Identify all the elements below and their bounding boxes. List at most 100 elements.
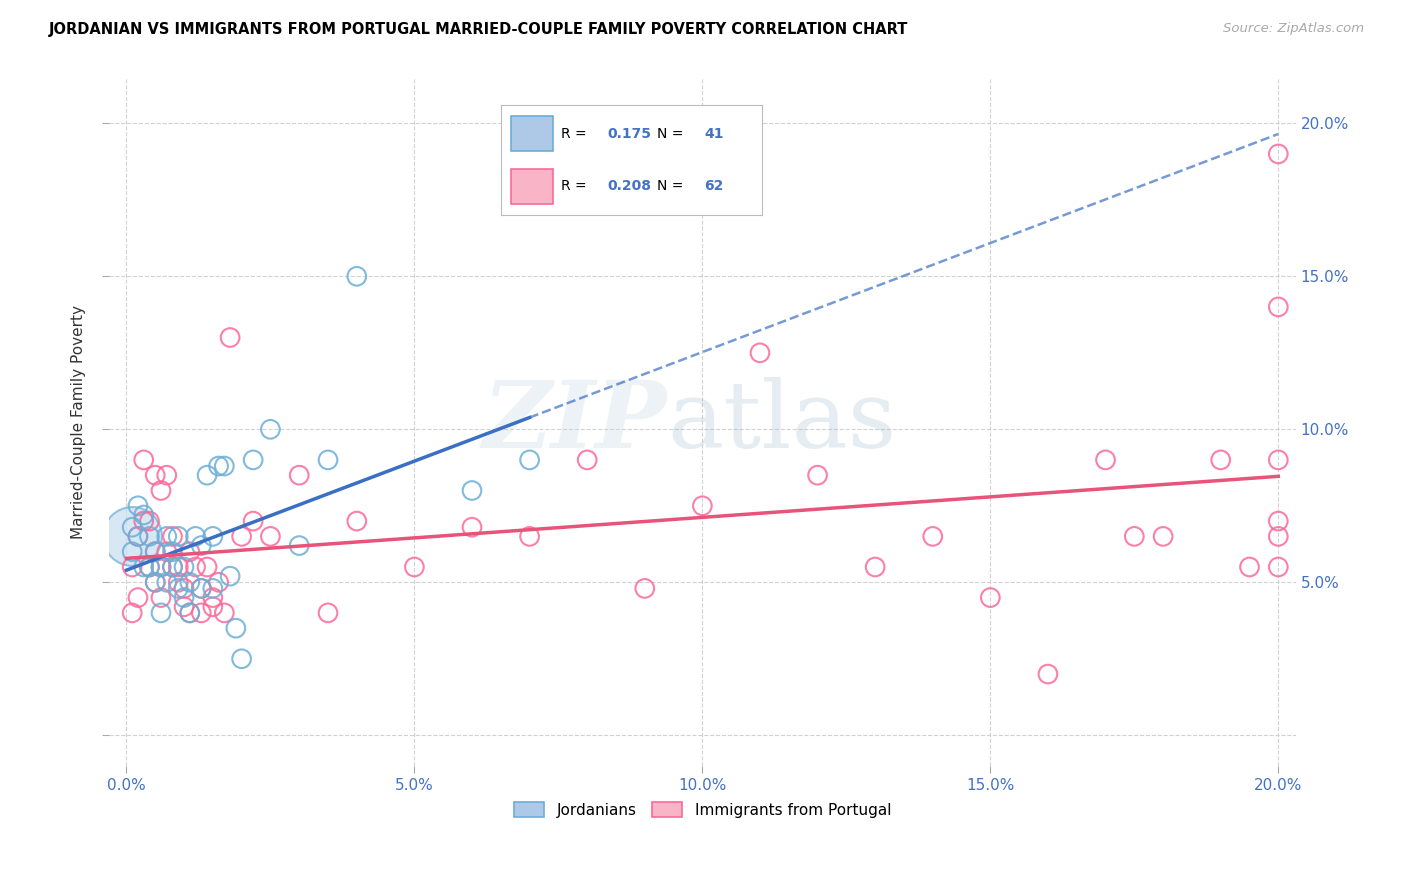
Point	[121, 529, 143, 543]
Point	[225, 621, 247, 635]
Point	[231, 652, 253, 666]
Point	[156, 529, 179, 543]
Point	[1094, 453, 1116, 467]
Point	[143, 575, 166, 590]
Point	[179, 606, 201, 620]
Point	[316, 453, 339, 467]
Point	[749, 346, 772, 360]
Point	[143, 575, 166, 590]
Point	[979, 591, 1001, 605]
Text: atlas: atlas	[666, 376, 896, 467]
Point	[150, 591, 173, 605]
Point	[190, 582, 212, 596]
Point	[1123, 529, 1146, 543]
Text: Source: ZipAtlas.com: Source: ZipAtlas.com	[1223, 22, 1364, 36]
Point	[692, 499, 714, 513]
Point	[143, 544, 166, 558]
Point	[921, 529, 943, 543]
Point	[863, 560, 886, 574]
Point	[184, 560, 207, 574]
Point	[132, 560, 155, 574]
Point	[1036, 667, 1059, 681]
Point	[167, 582, 190, 596]
Point	[195, 468, 218, 483]
Point	[173, 560, 195, 574]
Point	[201, 599, 224, 614]
Point	[806, 468, 828, 483]
Point	[346, 514, 368, 528]
Text: JORDANIAN VS IMMIGRANTS FROM PORTUGAL MARRIED-COUPLE FAMILY POVERTY CORRELATION : JORDANIAN VS IMMIGRANTS FROM PORTUGAL MA…	[49, 22, 908, 37]
Point	[162, 560, 184, 574]
Point	[1267, 147, 1289, 161]
Point	[121, 606, 143, 620]
Point	[162, 544, 184, 558]
Point	[461, 483, 484, 498]
Point	[316, 606, 339, 620]
Point	[404, 560, 426, 574]
Point	[121, 544, 143, 558]
Point	[132, 514, 155, 528]
Point	[190, 582, 212, 596]
Point	[143, 468, 166, 483]
Point	[259, 422, 281, 436]
Point	[214, 606, 236, 620]
Point	[138, 560, 160, 574]
Point	[179, 544, 201, 558]
Point	[207, 575, 229, 590]
Point	[184, 529, 207, 543]
Point	[127, 529, 149, 543]
Point	[1267, 514, 1289, 528]
Point	[1267, 300, 1289, 314]
Point	[461, 520, 484, 534]
Point	[132, 508, 155, 522]
Point	[1239, 560, 1261, 574]
Point	[150, 483, 173, 498]
Point	[173, 582, 195, 596]
Point	[634, 582, 657, 596]
Point	[179, 606, 201, 620]
Point	[288, 468, 311, 483]
Point	[167, 529, 190, 543]
Point	[1152, 529, 1174, 543]
Point	[162, 529, 184, 543]
Point	[346, 269, 368, 284]
Point	[121, 560, 143, 574]
Point	[121, 520, 143, 534]
Text: ZIP: ZIP	[482, 376, 666, 467]
Point	[259, 529, 281, 543]
Point	[576, 453, 599, 467]
Point	[127, 499, 149, 513]
Point	[179, 575, 201, 590]
Point	[214, 458, 236, 473]
Point	[156, 544, 179, 558]
Point	[1209, 453, 1232, 467]
Point	[1267, 529, 1289, 543]
Point	[201, 582, 224, 596]
Point	[143, 544, 166, 558]
Point	[127, 529, 149, 543]
Point	[156, 575, 179, 590]
Point	[288, 539, 311, 553]
Point	[173, 599, 195, 614]
Point	[138, 514, 160, 528]
Point	[1267, 453, 1289, 467]
Point	[519, 529, 541, 543]
Point	[201, 529, 224, 543]
Point	[150, 560, 173, 574]
Point	[219, 330, 242, 344]
Point	[156, 468, 179, 483]
Point	[207, 458, 229, 473]
Legend: Jordanians, Immigrants from Portugal: Jordanians, Immigrants from Portugal	[508, 796, 897, 823]
Point	[132, 453, 155, 467]
Point	[242, 453, 264, 467]
Point	[190, 539, 212, 553]
Point	[195, 560, 218, 574]
Point	[138, 560, 160, 574]
Point	[167, 560, 190, 574]
Point	[173, 591, 195, 605]
Point	[162, 560, 184, 574]
Point	[219, 569, 242, 583]
Y-axis label: Married-Couple Family Poverty: Married-Couple Family Poverty	[72, 305, 86, 539]
Point	[167, 575, 190, 590]
Point	[231, 529, 253, 543]
